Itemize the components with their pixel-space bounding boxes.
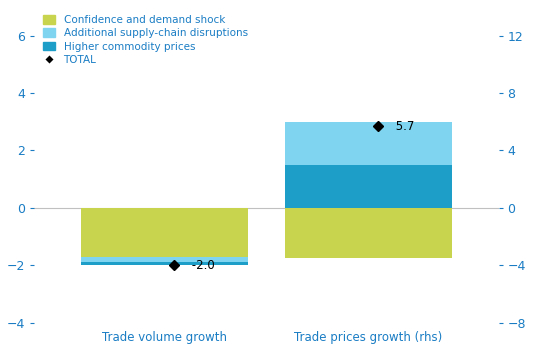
Bar <box>81 263 248 265</box>
Text: -2.0: -2.0 <box>188 259 214 272</box>
Legend: Confidence and demand shock, Additional supply-chain disruptions, Higher commodi: Confidence and demand shock, Additional … <box>39 12 251 68</box>
Bar <box>81 208 248 257</box>
Bar <box>285 122 452 165</box>
Bar <box>285 208 452 258</box>
Bar <box>285 165 452 208</box>
Text: 5.7: 5.7 <box>392 120 414 133</box>
Bar <box>81 257 248 263</box>
